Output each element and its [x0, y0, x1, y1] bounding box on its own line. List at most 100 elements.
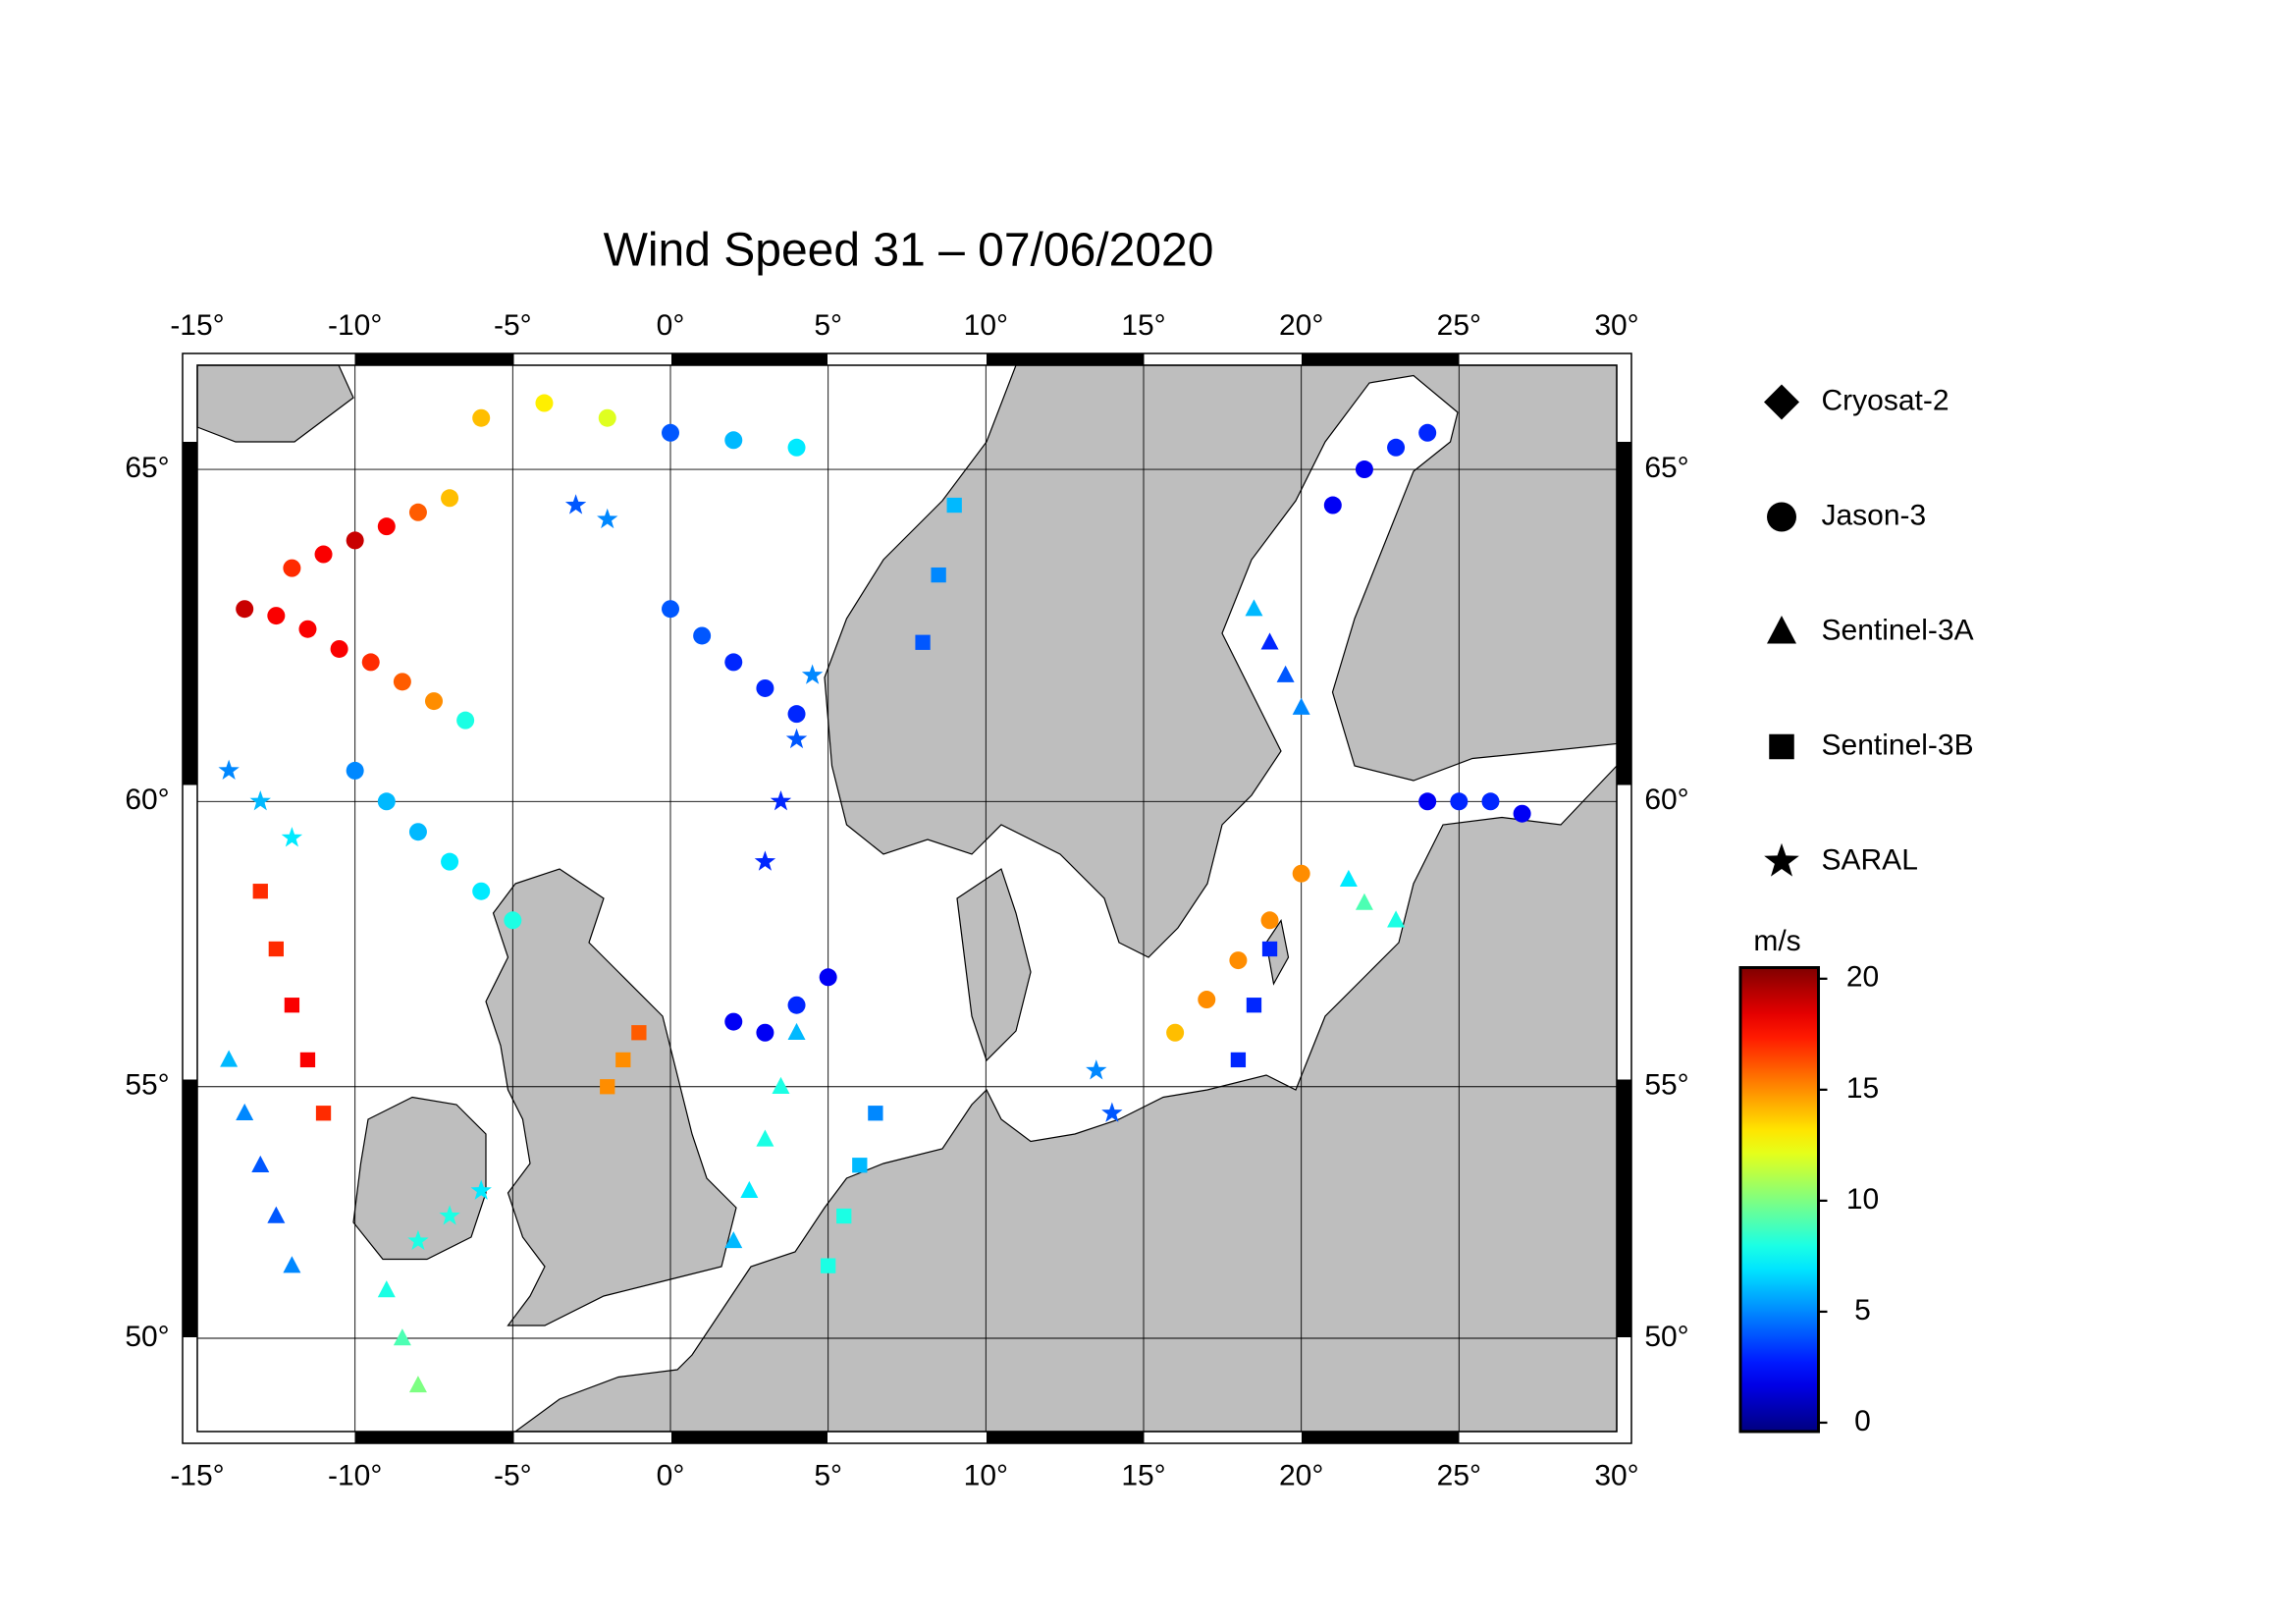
- point: [1260, 632, 1279, 650]
- point: [1166, 1023, 1185, 1042]
- y-tick-label: 65°: [125, 452, 169, 484]
- x-tick-label: 20°: [1279, 309, 1323, 342]
- x-tick-label: 15°: [1121, 1459, 1165, 1491]
- point: [1292, 697, 1310, 715]
- point: [1198, 991, 1216, 1009]
- point: [330, 639, 348, 658]
- point: [787, 996, 806, 1014]
- y-tick-label: 50°: [1644, 1321, 1688, 1353]
- point: [693, 626, 712, 645]
- point: [819, 968, 837, 987]
- point: [1355, 460, 1373, 479]
- scandinavia: [824, 364, 1618, 958]
- frame-bar: [183, 1079, 198, 1337]
- point: [915, 634, 931, 650]
- point: [946, 497, 962, 514]
- point: [283, 559, 301, 577]
- point: [504, 911, 522, 930]
- point: [236, 600, 254, 619]
- point: [1230, 1052, 1247, 1068]
- point: [346, 761, 364, 780]
- point: [868, 1106, 883, 1121]
- great-britain: [485, 868, 737, 1326]
- point: [1323, 496, 1342, 514]
- legend-marker: [1764, 384, 1800, 420]
- point: [299, 1052, 316, 1068]
- point: [772, 1076, 790, 1094]
- frame-bar: [1302, 1432, 1460, 1443]
- point: [252, 884, 268, 899]
- point: [740, 1180, 759, 1198]
- legend: Cryosat-2 Jason-3 Sentinel-3A Sentinel-3B SA…: [1764, 384, 1974, 877]
- point: [267, 607, 286, 625]
- point: [801, 664, 824, 684]
- point: [821, 1258, 836, 1273]
- x-tick-label: -5°: [494, 309, 532, 342]
- x-tick-label: 0°: [657, 309, 685, 342]
- point: [756, 1023, 774, 1042]
- point: [408, 1376, 427, 1393]
- point: [251, 1155, 270, 1172]
- point: [472, 408, 491, 427]
- point: [268, 941, 284, 957]
- point: [1292, 864, 1310, 883]
- point: [1387, 910, 1406, 928]
- point: [220, 1050, 239, 1067]
- point: [724, 1231, 743, 1249]
- point: [1260, 911, 1279, 930]
- point: [756, 1129, 774, 1147]
- x-tick-label: 15°: [1121, 309, 1165, 342]
- point: [377, 517, 396, 536]
- point: [724, 431, 743, 450]
- x-tick-label: -5°: [494, 1459, 532, 1491]
- point: [407, 1229, 429, 1251]
- colorbar-tick-label: 20: [1846, 961, 1879, 994]
- frame-bar: [671, 353, 828, 365]
- point: [441, 489, 459, 508]
- frame-bar: [671, 1432, 828, 1443]
- point: [1229, 951, 1248, 970]
- point: [597, 508, 618, 529]
- y-tick-label: 60°: [125, 784, 169, 816]
- colorbar: m/s 0 5 10 15 20: [1738, 925, 1879, 1437]
- continent: [513, 764, 1618, 1433]
- frame-bar: [1617, 1079, 1632, 1337]
- x-tick-label: 25°: [1437, 309, 1481, 342]
- x-tick-label: 25°: [1437, 1459, 1481, 1491]
- x-tick-label: 30°: [1594, 309, 1638, 342]
- frame-bars: [183, 353, 1632, 1443]
- y-tick-label: 55°: [1644, 1069, 1688, 1102]
- colorbar-scale: [1738, 966, 1821, 1434]
- colorbar-tick-label: 10: [1846, 1183, 1879, 1216]
- point: [314, 545, 333, 564]
- legend-marker: [1767, 616, 1797, 644]
- point: [1086, 1059, 1107, 1080]
- point: [724, 1012, 743, 1031]
- point: [1276, 665, 1295, 682]
- point: [1101, 1102, 1123, 1122]
- legend-label: Sentinel-3B: [1822, 729, 1974, 761]
- x-tick-label: 10°: [964, 309, 1008, 342]
- point: [756, 678, 774, 697]
- x-tick-label: 5°: [814, 309, 842, 342]
- point: [346, 531, 364, 550]
- point: [249, 790, 271, 811]
- point: [218, 759, 240, 780]
- point: [441, 852, 459, 871]
- point: [852, 1158, 868, 1173]
- land: [196, 364, 1618, 1433]
- point: [284, 998, 300, 1013]
- point: [456, 711, 475, 730]
- frame-bar: [1302, 353, 1460, 365]
- point: [1339, 869, 1358, 887]
- point: [1481, 792, 1500, 811]
- frame-bar: [1617, 442, 1632, 785]
- frame-bar: [354, 1432, 514, 1443]
- point: [267, 1206, 286, 1223]
- x-tick-label: -15°: [170, 1459, 224, 1491]
- point: [1245, 599, 1263, 617]
- point: [600, 1079, 615, 1095]
- point: [1246, 998, 1262, 1013]
- point: [377, 792, 396, 811]
- x-tick-label: -15°: [170, 309, 224, 342]
